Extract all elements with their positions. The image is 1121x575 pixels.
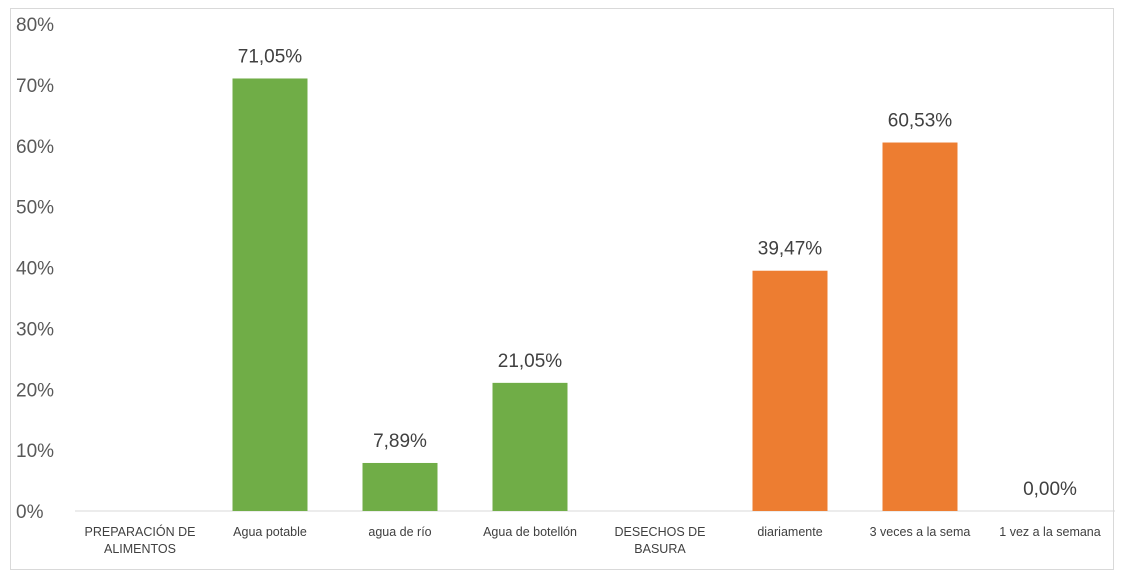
category-label: 3 veces a la sema <box>870 525 971 539</box>
y-tick-label: 40% <box>16 259 54 280</box>
category-label: Agua potable <box>233 525 307 539</box>
category-label: diariamente <box>757 525 822 539</box>
data-label: 7,89% <box>373 431 427 452</box>
category-label: PREPARACIÓN DE <box>85 524 196 539</box>
bar <box>882 142 958 511</box>
data-label: 0,00% <box>1023 479 1077 500</box>
y-tick-label: 50% <box>16 198 54 219</box>
data-label: 21,05% <box>498 351 563 372</box>
bar <box>362 462 438 511</box>
bar <box>752 270 828 511</box>
y-tick-label: 30% <box>16 319 54 340</box>
data-label: 39,47% <box>758 239 823 260</box>
y-tick-label: 10% <box>16 441 54 462</box>
category-label: ALIMENTOS <box>104 542 176 556</box>
bar <box>232 78 308 511</box>
y-tick-label: 80% <box>16 15 54 36</box>
chart-frame <box>10 8 1114 570</box>
y-tick-label: 70% <box>16 76 54 97</box>
y-tick-label: 0% <box>16 502 44 523</box>
category-label: DESECHOS DE <box>615 525 706 539</box>
y-tick-label: 20% <box>16 380 54 401</box>
category-label: 1 vez a la semana <box>999 525 1100 539</box>
data-label: 71,05% <box>238 46 303 67</box>
bar <box>492 382 568 511</box>
y-tick-label: 60% <box>16 137 54 158</box>
category-label: BASURA <box>634 542 686 556</box>
data-label: 60,53% <box>888 111 953 132</box>
category-label: Agua de botellón <box>483 525 577 539</box>
category-label: agua de río <box>368 525 431 539</box>
